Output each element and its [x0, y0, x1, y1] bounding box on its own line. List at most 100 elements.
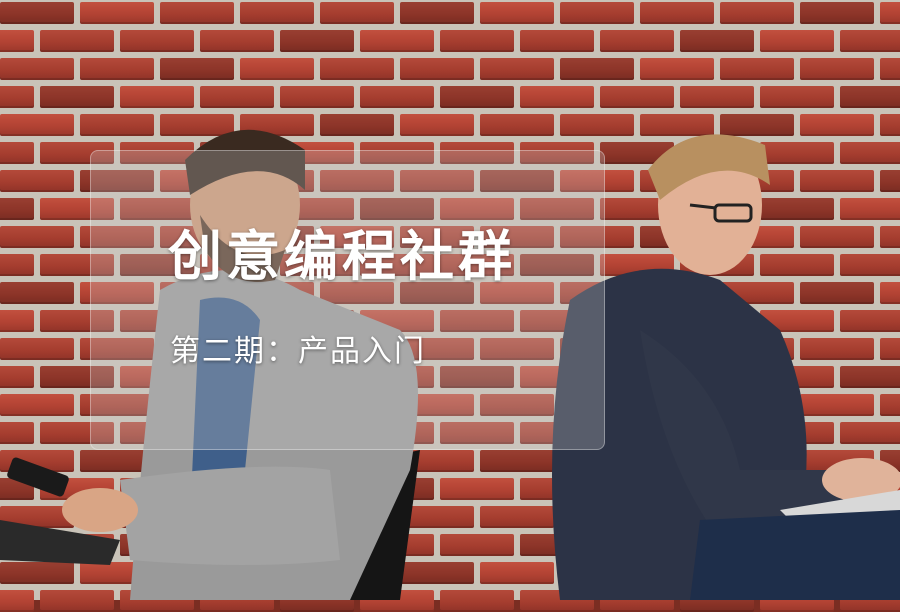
brick — [320, 58, 394, 80]
brick — [320, 282, 394, 304]
brick — [40, 198, 114, 220]
brick — [360, 142, 434, 164]
brick — [40, 142, 114, 164]
brick — [80, 450, 154, 472]
brick — [480, 506, 554, 528]
brick — [640, 114, 714, 136]
brick — [80, 170, 154, 192]
brick — [40, 86, 114, 108]
brick — [840, 422, 900, 444]
brick — [480, 394, 554, 416]
brick — [40, 30, 114, 52]
brick — [80, 114, 154, 136]
brick — [0, 282, 74, 304]
brick — [40, 254, 114, 276]
brick — [200, 30, 274, 52]
brick — [40, 422, 114, 444]
brick — [0, 2, 74, 24]
brick — [400, 282, 474, 304]
brick — [80, 282, 154, 304]
brick — [800, 170, 874, 192]
brick — [680, 30, 754, 52]
brick — [0, 58, 74, 80]
brick — [480, 562, 554, 584]
brick — [840, 198, 900, 220]
brick — [0, 170, 74, 192]
brick — [400, 170, 474, 192]
brick — [480, 450, 554, 472]
brick — [480, 170, 554, 192]
brick — [40, 310, 114, 332]
brick — [120, 254, 194, 276]
brick — [120, 86, 194, 108]
brick — [880, 394, 900, 416]
brick — [400, 394, 474, 416]
brick — [560, 58, 634, 80]
brick — [0, 310, 34, 332]
brick — [440, 86, 514, 108]
brick — [800, 282, 874, 304]
brick — [520, 254, 594, 276]
brick — [720, 114, 794, 136]
brick — [880, 226, 900, 248]
brick — [520, 86, 594, 108]
brick — [400, 338, 474, 360]
brick — [0, 86, 34, 108]
brick — [880, 282, 900, 304]
brick — [320, 170, 394, 192]
brick — [840, 254, 900, 276]
brick — [760, 30, 834, 52]
brick — [480, 282, 554, 304]
brick — [800, 338, 874, 360]
brick — [0, 226, 74, 248]
brick — [440, 254, 514, 276]
brick — [280, 254, 354, 276]
brick — [120, 30, 194, 52]
brick — [320, 2, 394, 24]
brick — [760, 198, 834, 220]
brick — [400, 58, 474, 80]
brick — [440, 422, 514, 444]
brick — [880, 170, 900, 192]
brick — [760, 142, 834, 164]
brick — [640, 2, 714, 24]
brick — [120, 142, 194, 164]
brick — [400, 114, 474, 136]
brick — [840, 30, 900, 52]
brick — [0, 366, 34, 388]
brick — [400, 506, 474, 528]
brick — [560, 2, 634, 24]
brick — [80, 338, 154, 360]
brick — [560, 114, 634, 136]
brick — [480, 2, 554, 24]
brick — [160, 114, 234, 136]
brick — [400, 562, 474, 584]
title-overlay-card — [90, 150, 605, 450]
brick — [80, 226, 154, 248]
brick — [520, 198, 594, 220]
brick — [0, 562, 74, 584]
brick — [880, 58, 900, 80]
brick — [240, 58, 314, 80]
brick — [0, 114, 74, 136]
brick — [120, 198, 194, 220]
brick — [600, 30, 674, 52]
brick — [0, 254, 34, 276]
brick — [80, 58, 154, 80]
brick — [680, 86, 754, 108]
brick — [0, 198, 34, 220]
brick — [280, 30, 354, 52]
brick — [800, 226, 874, 248]
brick — [800, 114, 874, 136]
brick — [760, 86, 834, 108]
brick — [440, 30, 514, 52]
brick — [480, 226, 554, 248]
brick — [0, 142, 34, 164]
brick — [800, 394, 874, 416]
brick — [840, 142, 900, 164]
brick — [40, 366, 114, 388]
brick — [80, 2, 154, 24]
brick — [360, 254, 434, 276]
brick — [720, 58, 794, 80]
brick — [520, 30, 594, 52]
